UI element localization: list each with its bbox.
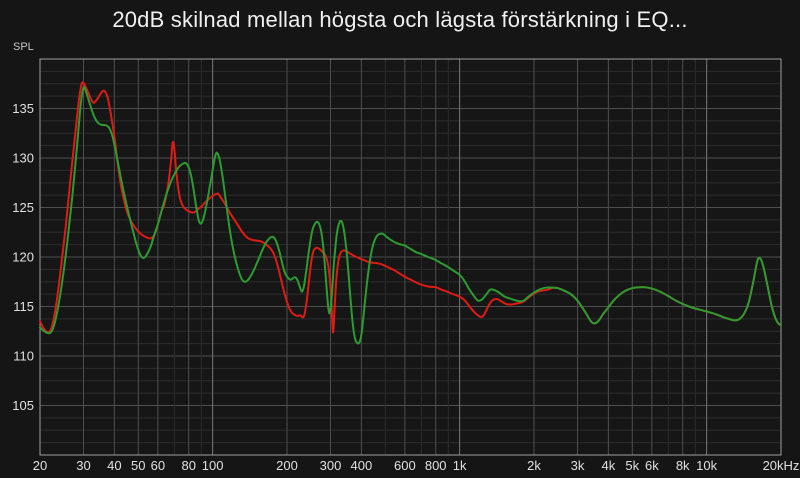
x-tick-label: 600 <box>394 458 416 473</box>
x-tick-label: 2k <box>527 458 541 473</box>
x-tick-label: 5k <box>625 458 639 473</box>
x-tick-label: 6k <box>645 458 659 473</box>
x-tick-label: 80 <box>181 458 195 473</box>
x-tick-label: 400 <box>350 458 372 473</box>
x-tick-label: 200 <box>276 458 298 473</box>
y-axis-unit-label: SPL <box>13 41 34 53</box>
x-tick-label: 300 <box>320 458 342 473</box>
x-tick-label: 4k <box>601 458 615 473</box>
x-tick-label: 30 <box>76 458 90 473</box>
y-tick-label: 115 <box>13 299 34 314</box>
x-tick-label: 800 <box>425 458 447 473</box>
x-tick-label: 20 <box>33 458 47 473</box>
x-tick-label: 50 <box>131 458 145 473</box>
x-tick-label: 100 <box>202 458 224 473</box>
green-measurement-curve <box>39 86 782 345</box>
y-tick-label: 110 <box>13 349 34 364</box>
x-tick-label: 3k <box>571 458 585 473</box>
x-tick-label: 8k <box>676 458 690 473</box>
x-tick-label: 40 <box>107 458 121 473</box>
plot-border <box>39 58 782 456</box>
x-tick-label: 1k <box>453 458 467 473</box>
y-tick-label: 130 <box>12 151 34 166</box>
y-tick-label: 105 <box>12 398 34 413</box>
x-tick-label: 60 <box>151 458 165 473</box>
y-tick-label: 120 <box>12 250 34 265</box>
chart-title: 20dB skilnad mellan högsta och lägsta fö… <box>112 7 688 32</box>
y-tick-label: 125 <box>12 200 34 215</box>
x-tick-label: 20kHz <box>763 458 800 473</box>
y-tick-label: 135 <box>12 101 34 116</box>
x-tick-label: 10k <box>696 458 717 473</box>
